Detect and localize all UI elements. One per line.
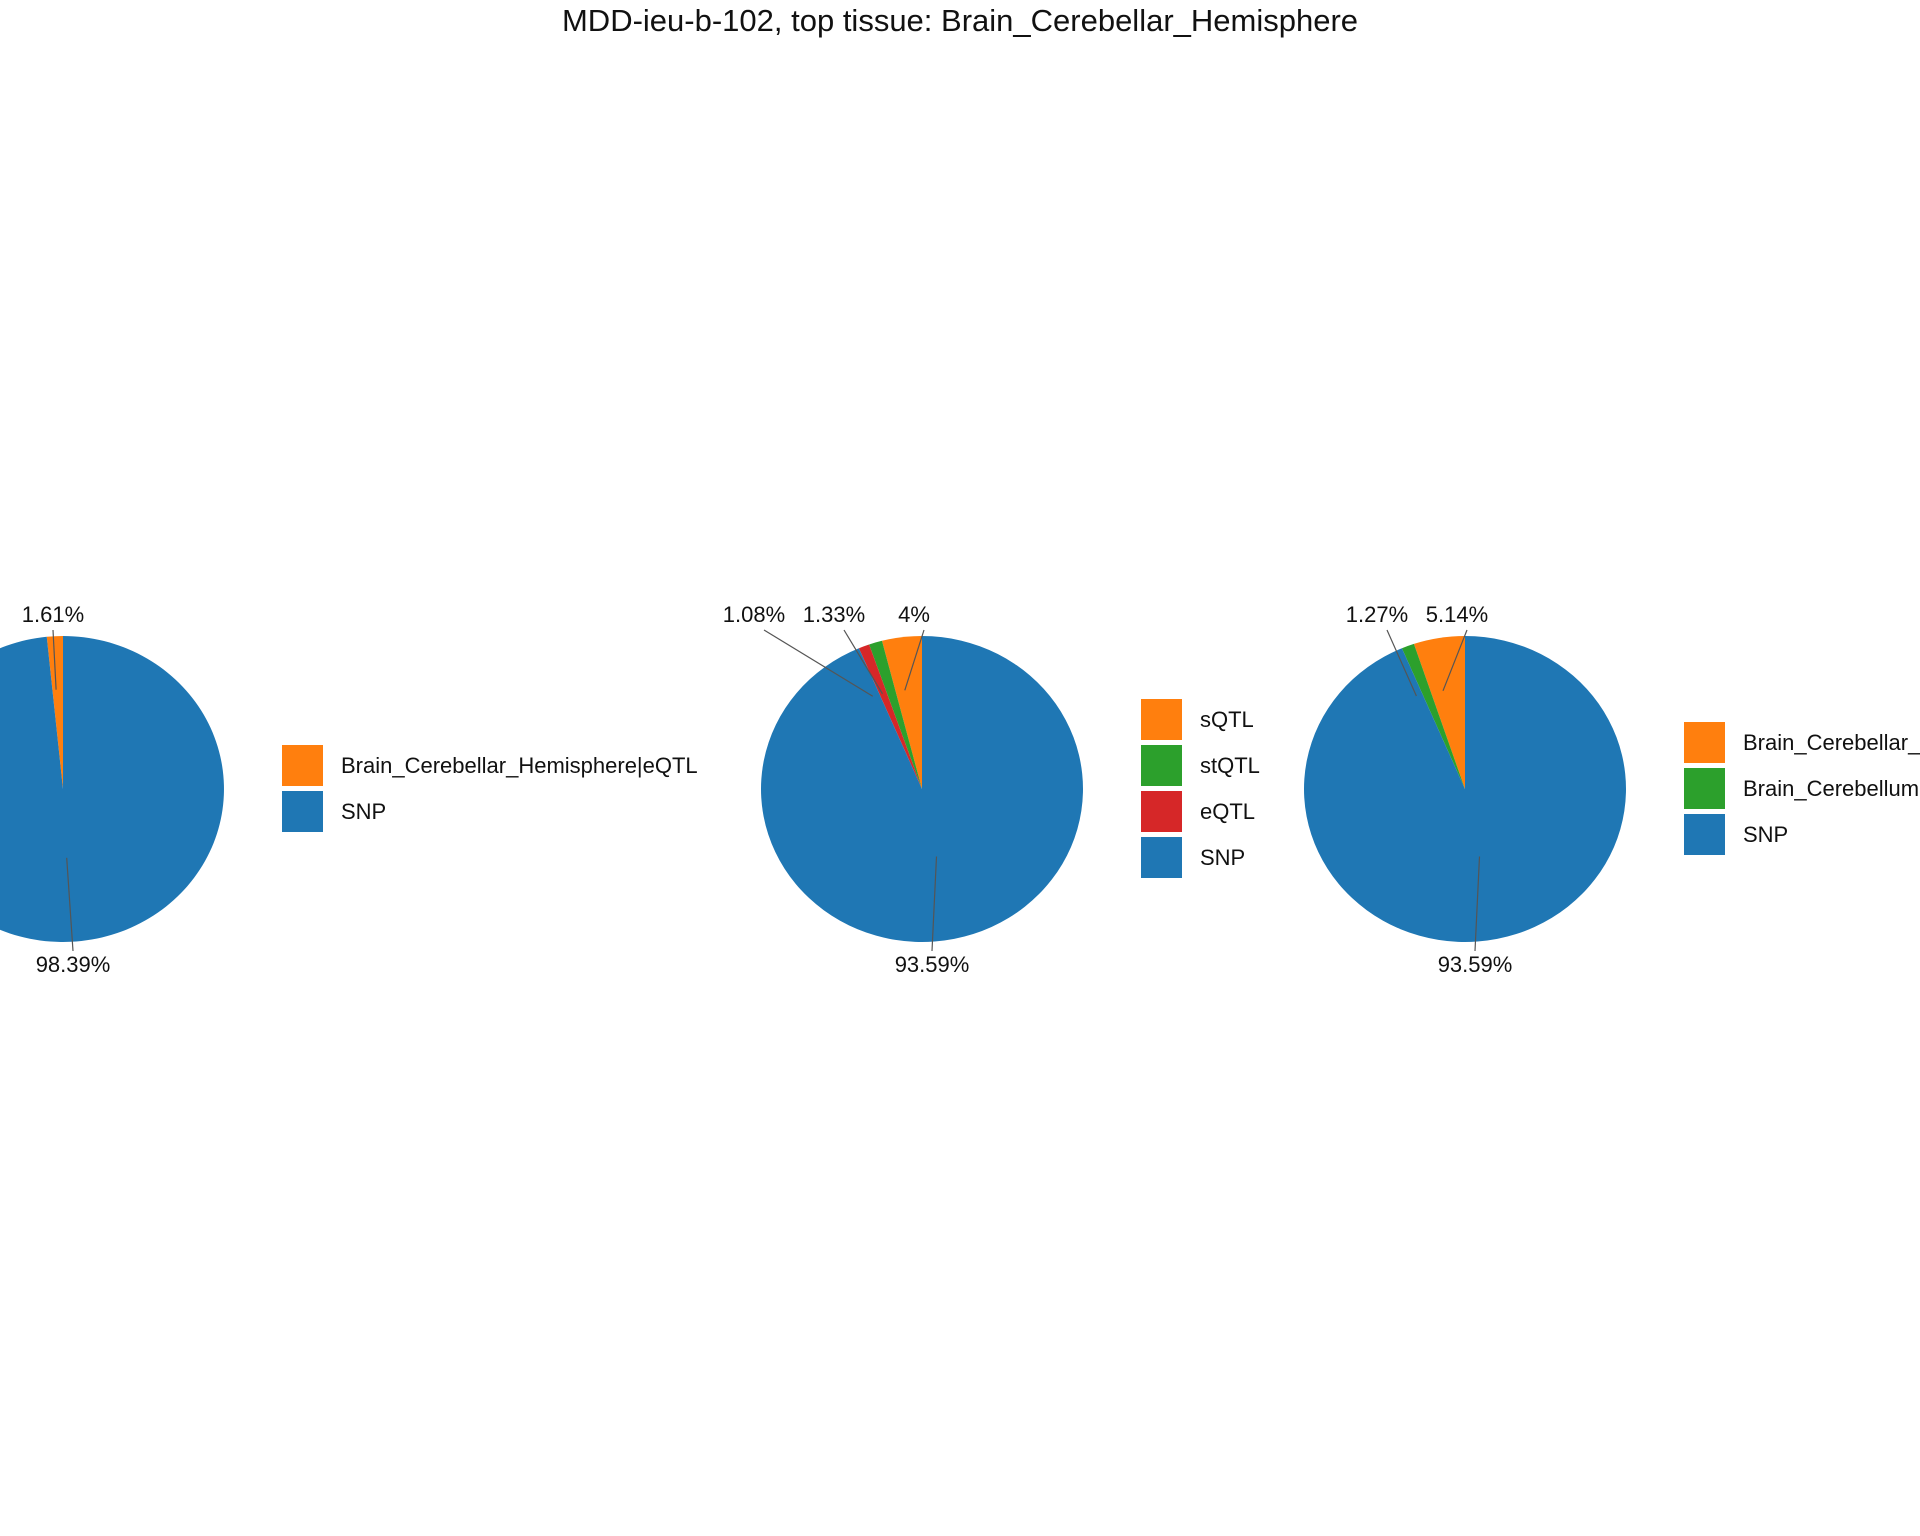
pie-1-slice-brain-cerebellar-hemisphere-eqtl xyxy=(46,636,63,789)
legend-label: SNP xyxy=(1743,822,1788,847)
pie-2-percent-label: 4% xyxy=(898,602,930,627)
pie-chart-3: 1.27% 5.14%93.59%Brain_Cerebellar_Brain_C… xyxy=(1303,602,1920,977)
legend-label: Brain_Cerebellar_ xyxy=(1743,730,1920,755)
pie-3-percent-label: 93.59% xyxy=(1438,952,1513,977)
pies-layer: 1.61% 98.39% Brain_Cerebellar_Hemisphere|e… xyxy=(0,602,1920,977)
pie-chart-1: 1.61% 98.39% Brain_Cerebellar_Hemisphere|e… xyxy=(0,602,698,977)
pie-2-percent-label: 1.08% xyxy=(723,602,785,627)
pie-1-percent-label: 1.61% xyxy=(22,602,84,627)
legend-label: Brain_Cerebellar_Hemisphere|eQTL xyxy=(341,753,698,778)
pie-2-slice-stqtl xyxy=(869,640,922,789)
pie-3-percent-label: 5.14% xyxy=(1426,602,1488,627)
pie-1-leader-line xyxy=(52,629,57,690)
legend-swatch xyxy=(1141,745,1182,786)
legend-swatch xyxy=(1684,768,1725,809)
legend-swatch xyxy=(1684,722,1725,763)
legend-label: eQTL xyxy=(1200,799,1255,824)
pie-3-slice-snp xyxy=(1303,636,1626,943)
legend-swatch xyxy=(1141,837,1182,878)
pie-1-leader-line xyxy=(66,857,74,952)
pie-2-leader-line xyxy=(904,629,925,691)
legend-swatch xyxy=(282,745,323,786)
pie-3-leader-line xyxy=(1442,629,1468,692)
pie-2-slice-snp xyxy=(760,636,1083,943)
legend-swatch xyxy=(282,791,323,832)
legend-label: stQTL xyxy=(1200,753,1260,778)
pie-3-legend: Brain_Cerebellar_ Brain_Cerebellum SNP xyxy=(1684,722,1920,855)
chart-title: MDD-ieu-b-102, top tissue: Brain_Cerebel… xyxy=(562,3,1358,38)
pie-2-legend: sQTL stQTL eQTL SNP xyxy=(1141,699,1260,878)
legend-label: SNP xyxy=(341,799,386,824)
legend-swatch xyxy=(1141,791,1182,832)
pie-chart-2: 1.08% 1.33% 4% 93.59% sQTL stQTL eQTL SNP xyxy=(723,602,1260,977)
pie-3-slice-brain-cerebellar-hemisphere xyxy=(1413,636,1465,789)
legend-swatch xyxy=(1141,699,1182,740)
legend-label: sQTL xyxy=(1200,707,1254,732)
pie-3-slice-brain-cerebellum xyxy=(1401,643,1465,789)
pie-2-percent-label: 93.59% xyxy=(895,952,970,977)
legend-swatch xyxy=(1684,814,1725,855)
pie-2-leader-line xyxy=(763,629,874,697)
pie-2-percent-label: 1.33% xyxy=(803,602,865,627)
pie-3-percent-label: 1.27% xyxy=(1346,602,1408,627)
pie-2-leader-line xyxy=(931,856,938,952)
pie-2-slice-sqtl xyxy=(881,636,922,789)
legend-label: SNP xyxy=(1200,845,1245,870)
pie-1-percent-label: 98.39% xyxy=(36,952,111,977)
pie-3-leader-line xyxy=(1474,856,1481,952)
pie-1-legend: Brain_Cerebellar_Hemisphere|eQTL SNP xyxy=(282,745,698,832)
pie-3-leader-line xyxy=(1386,629,1417,697)
legend-label: Brain_Cerebellum xyxy=(1743,776,1919,801)
pie-1-slice-snp xyxy=(0,636,224,942)
pie-2-leader-line xyxy=(843,629,884,695)
